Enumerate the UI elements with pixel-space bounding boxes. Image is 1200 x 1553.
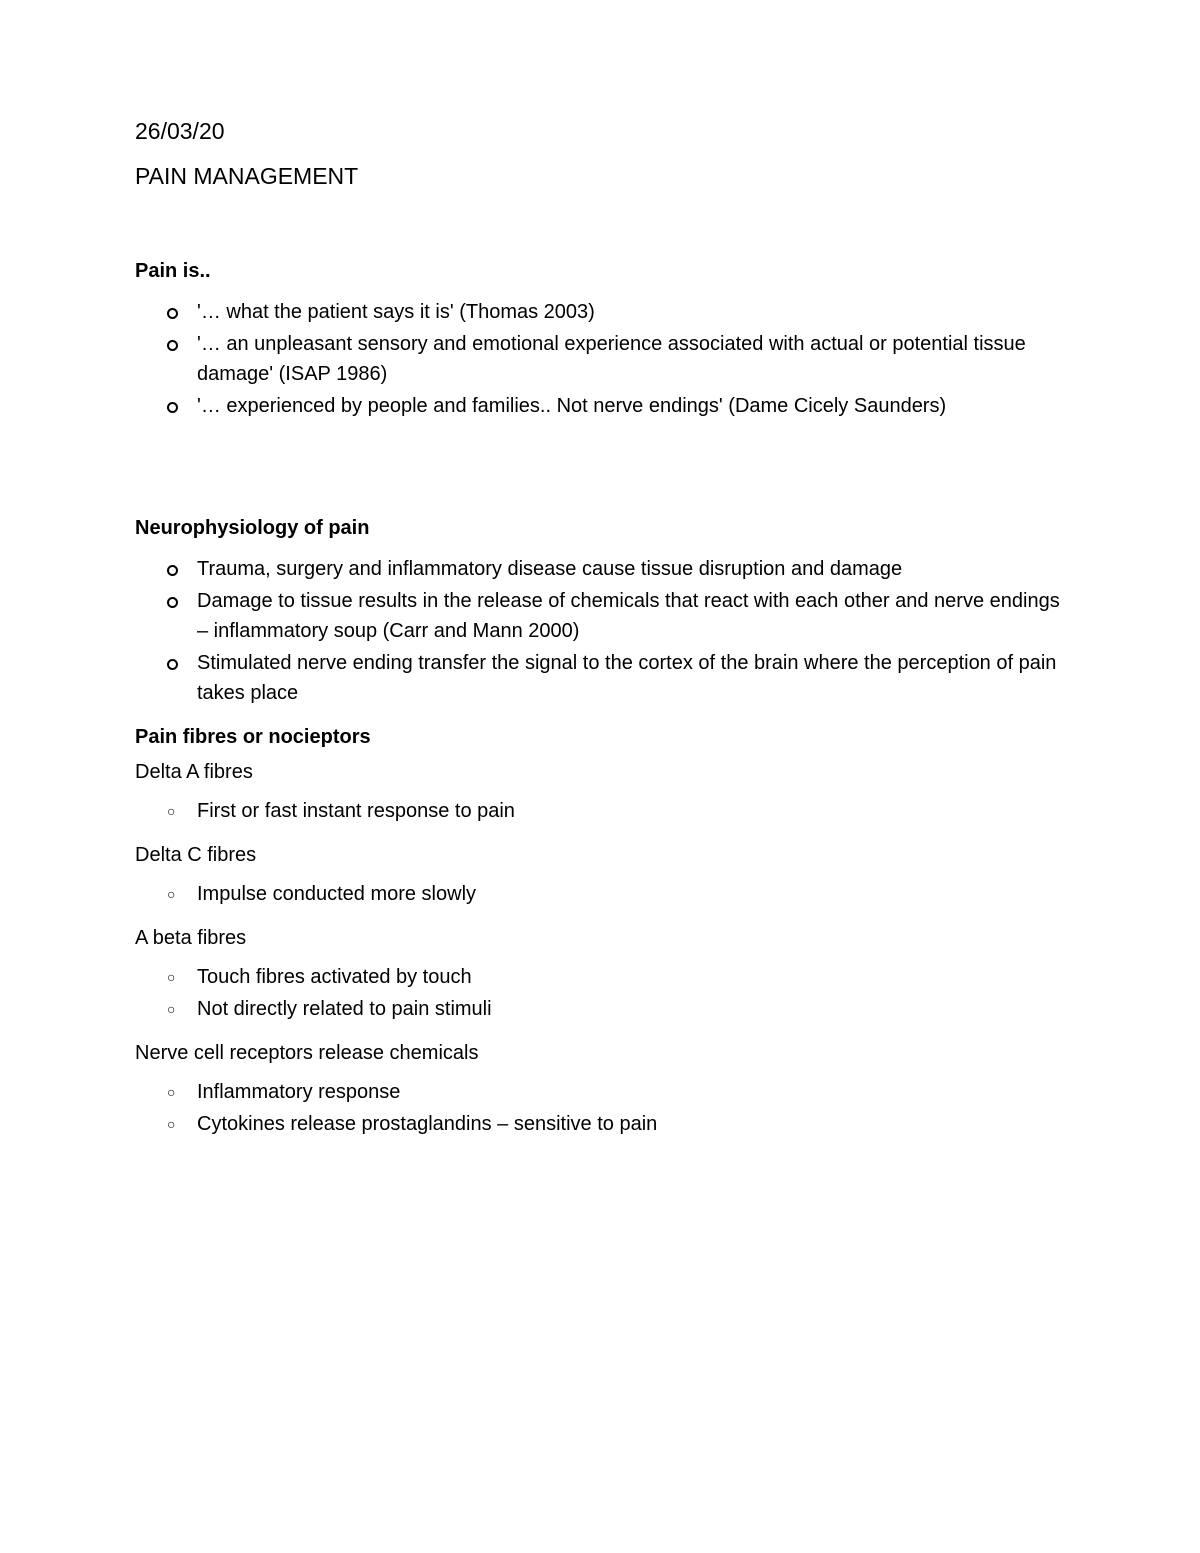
list-pain-is: '… what the patient says it is' (Thomas …: [135, 297, 1065, 421]
section-heading-neurophysiology: Neurophysiology of pain: [135, 517, 1065, 540]
list-item: '… experienced by people and families.. …: [135, 391, 1065, 421]
list-delta-c: Impulse conducted more slowly: [135, 879, 1065, 909]
list-item: Cytokines release prostaglandins – sensi…: [135, 1109, 1065, 1139]
document-title: PAIN MANAGEMENT: [135, 163, 1065, 190]
list-item: Inflammatory response: [135, 1077, 1065, 1107]
list-item: Trauma, surgery and inflammatory disease…: [135, 554, 1065, 584]
list-delta-a: First or fast instant response to pain: [135, 796, 1065, 826]
section-heading-pain-is: Pain is..: [135, 260, 1065, 283]
sub-label-delta-a: Delta A fibres: [135, 761, 1065, 784]
sub-label-a-beta: A beta fibres: [135, 927, 1065, 950]
list-item: Not directly related to pain stimuli: [135, 994, 1065, 1024]
list-item: Stimulated nerve ending transfer the sig…: [135, 648, 1065, 708]
sub-label-nerve-cell: Nerve cell receptors release chemicals: [135, 1042, 1065, 1065]
section-heading-pain-fibres: Pain fibres or nocieptors: [135, 726, 1065, 749]
sub-label-delta-c: Delta C fibres: [135, 844, 1065, 867]
list-item: First or fast instant response to pain: [135, 796, 1065, 826]
list-nerve-cell: Inflammatory response Cytokines release …: [135, 1077, 1065, 1139]
document-date: 26/03/20: [135, 118, 1065, 145]
list-a-beta: Touch fibres activated by touch Not dire…: [135, 962, 1065, 1024]
list-item: Touch fibres activated by touch: [135, 962, 1065, 992]
list-item: '… what the patient says it is' (Thomas …: [135, 297, 1065, 327]
list-item: Impulse conducted more slowly: [135, 879, 1065, 909]
list-neurophysiology: Trauma, surgery and inflammatory disease…: [135, 554, 1065, 708]
list-item: '… an unpleasant sensory and emotional e…: [135, 329, 1065, 389]
list-item: Damage to tissue results in the release …: [135, 586, 1065, 646]
